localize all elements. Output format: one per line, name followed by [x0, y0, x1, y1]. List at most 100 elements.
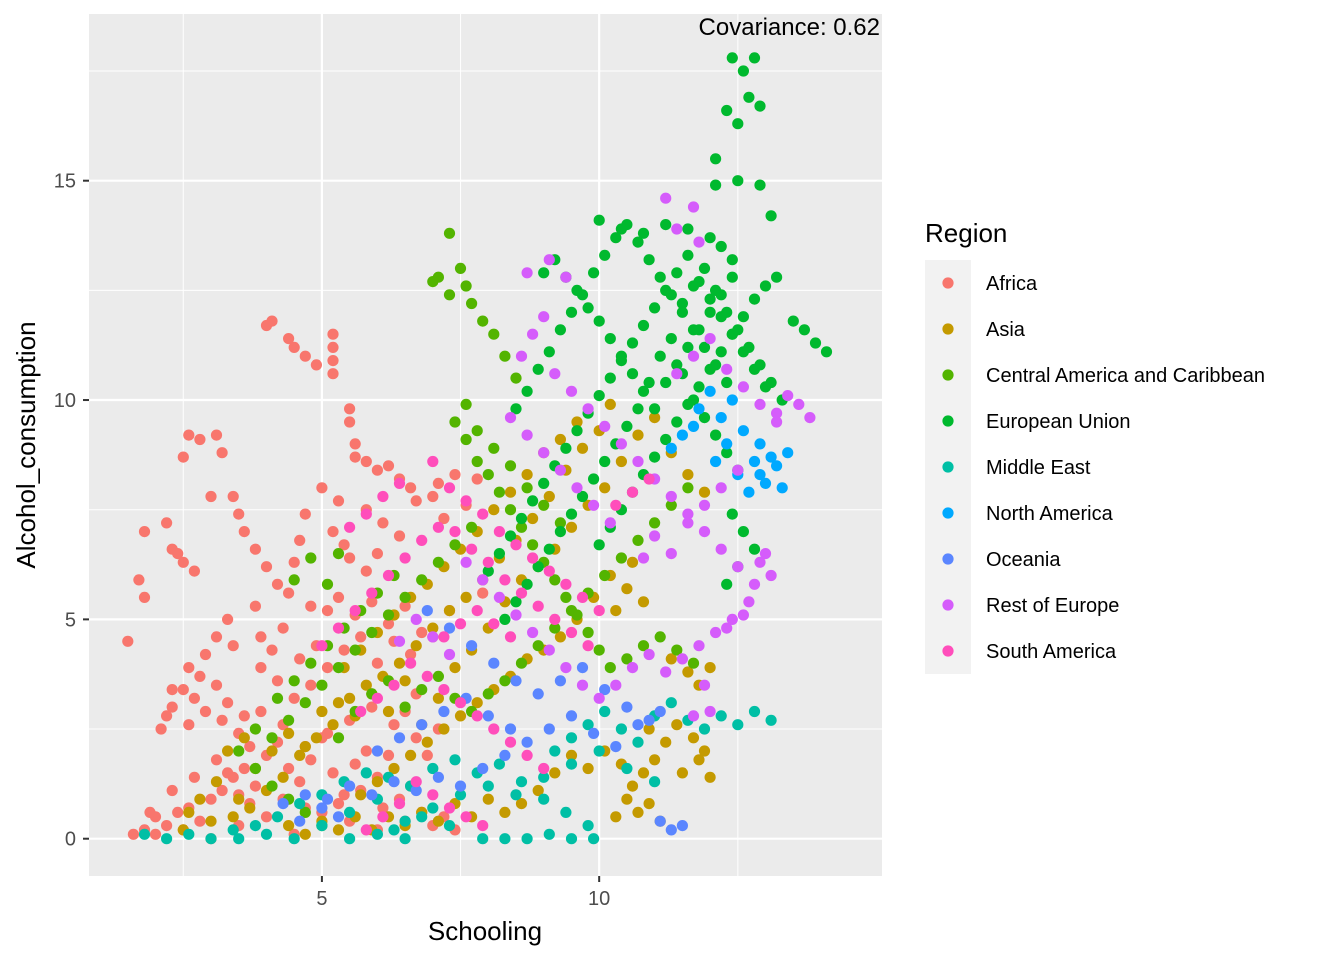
data-point: [210, 776, 223, 788]
data-point: [271, 675, 284, 687]
legend-label: Asia: [986, 319, 1026, 341]
data-point: [721, 376, 733, 389]
data-point: [571, 482, 583, 494]
data-point: [687, 394, 700, 406]
data-point: [593, 692, 605, 704]
data-point: [554, 526, 567, 538]
data-point: [332, 548, 345, 560]
data-point: [660, 219, 672, 231]
data-point: [599, 569, 611, 582]
data-point: [466, 521, 478, 533]
data-point: [682, 341, 694, 353]
data-point: [416, 811, 428, 823]
data-point: [798, 324, 811, 336]
data-point: [510, 609, 522, 621]
data-point: [310, 359, 322, 371]
data-point: [715, 710, 727, 722]
data-point: [565, 626, 578, 639]
data-point: [438, 723, 450, 735]
data-point: [632, 403, 644, 415]
data-points: [122, 52, 833, 845]
data-point: [538, 447, 550, 459]
data-point: [210, 679, 223, 691]
data-point: [222, 697, 234, 709]
data-point: [371, 692, 383, 704]
y-tick-label: 5: [65, 609, 76, 631]
data-point: [576, 591, 589, 604]
data-point: [754, 359, 766, 371]
data-point: [532, 363, 544, 375]
data-point: [238, 526, 250, 538]
data-point: [432, 556, 444, 568]
data-point: [493, 486, 505, 498]
data-point: [599, 684, 611, 696]
data-point: [432, 771, 444, 783]
data-point: [382, 609, 395, 621]
data-point: [654, 350, 666, 362]
data-point: [271, 578, 284, 590]
data-point: [454, 697, 467, 709]
data-point: [565, 521, 578, 533]
data-point: [238, 732, 250, 744]
data-point: [704, 333, 716, 345]
data-point: [510, 403, 522, 415]
data-point: [543, 828, 555, 840]
data-point: [416, 719, 428, 731]
data-point: [671, 719, 683, 731]
data-point: [515, 776, 528, 788]
data-point: [593, 605, 605, 617]
data-point: [704, 385, 716, 397]
data-point: [615, 723, 628, 735]
data-point: [560, 662, 572, 674]
data-point: [233, 508, 245, 520]
data-point: [344, 692, 356, 704]
panel-background: [89, 14, 882, 876]
data-point: [554, 631, 567, 643]
data-point: [327, 767, 339, 779]
data-point: [748, 293, 761, 305]
data-point: [410, 784, 422, 797]
data-point: [571, 425, 583, 437]
data-point: [687, 420, 700, 432]
data-point: [488, 723, 500, 735]
data-point: [421, 605, 433, 617]
data-point: [782, 447, 794, 459]
data-point: [504, 631, 517, 643]
legend-key: [942, 323, 954, 335]
data-point: [576, 490, 589, 503]
data-point: [432, 692, 444, 704]
data-point: [183, 719, 195, 731]
data-point: [161, 833, 173, 845]
data-point: [355, 789, 367, 801]
data-point: [593, 390, 605, 402]
data-point: [216, 447, 228, 459]
data-point: [809, 337, 822, 349]
data-point: [549, 767, 561, 779]
data-point: [549, 574, 561, 586]
data-point: [538, 793, 550, 805]
data-point: [510, 596, 522, 608]
data-point: [687, 201, 700, 213]
legend-title: Region: [925, 218, 1007, 248]
data-point: [804, 412, 816, 424]
data-point: [321, 578, 334, 590]
data-point: [748, 52, 761, 64]
data-point: [399, 701, 411, 713]
data-point: [660, 666, 672, 678]
data-point: [360, 679, 372, 691]
data-point: [732, 719, 744, 731]
data-point: [649, 530, 661, 542]
data-point: [194, 793, 206, 805]
data-point: [371, 464, 383, 476]
data-point: [527, 626, 539, 639]
data-point: [610, 499, 622, 511]
data-point: [649, 776, 661, 788]
data-point: [344, 780, 356, 792]
data-point: [721, 578, 733, 590]
data-point: [554, 675, 567, 687]
data-point: [366, 789, 378, 801]
data-point: [233, 833, 245, 845]
data-point: [554, 433, 567, 446]
data-point: [371, 657, 383, 669]
data-point: [332, 798, 345, 810]
